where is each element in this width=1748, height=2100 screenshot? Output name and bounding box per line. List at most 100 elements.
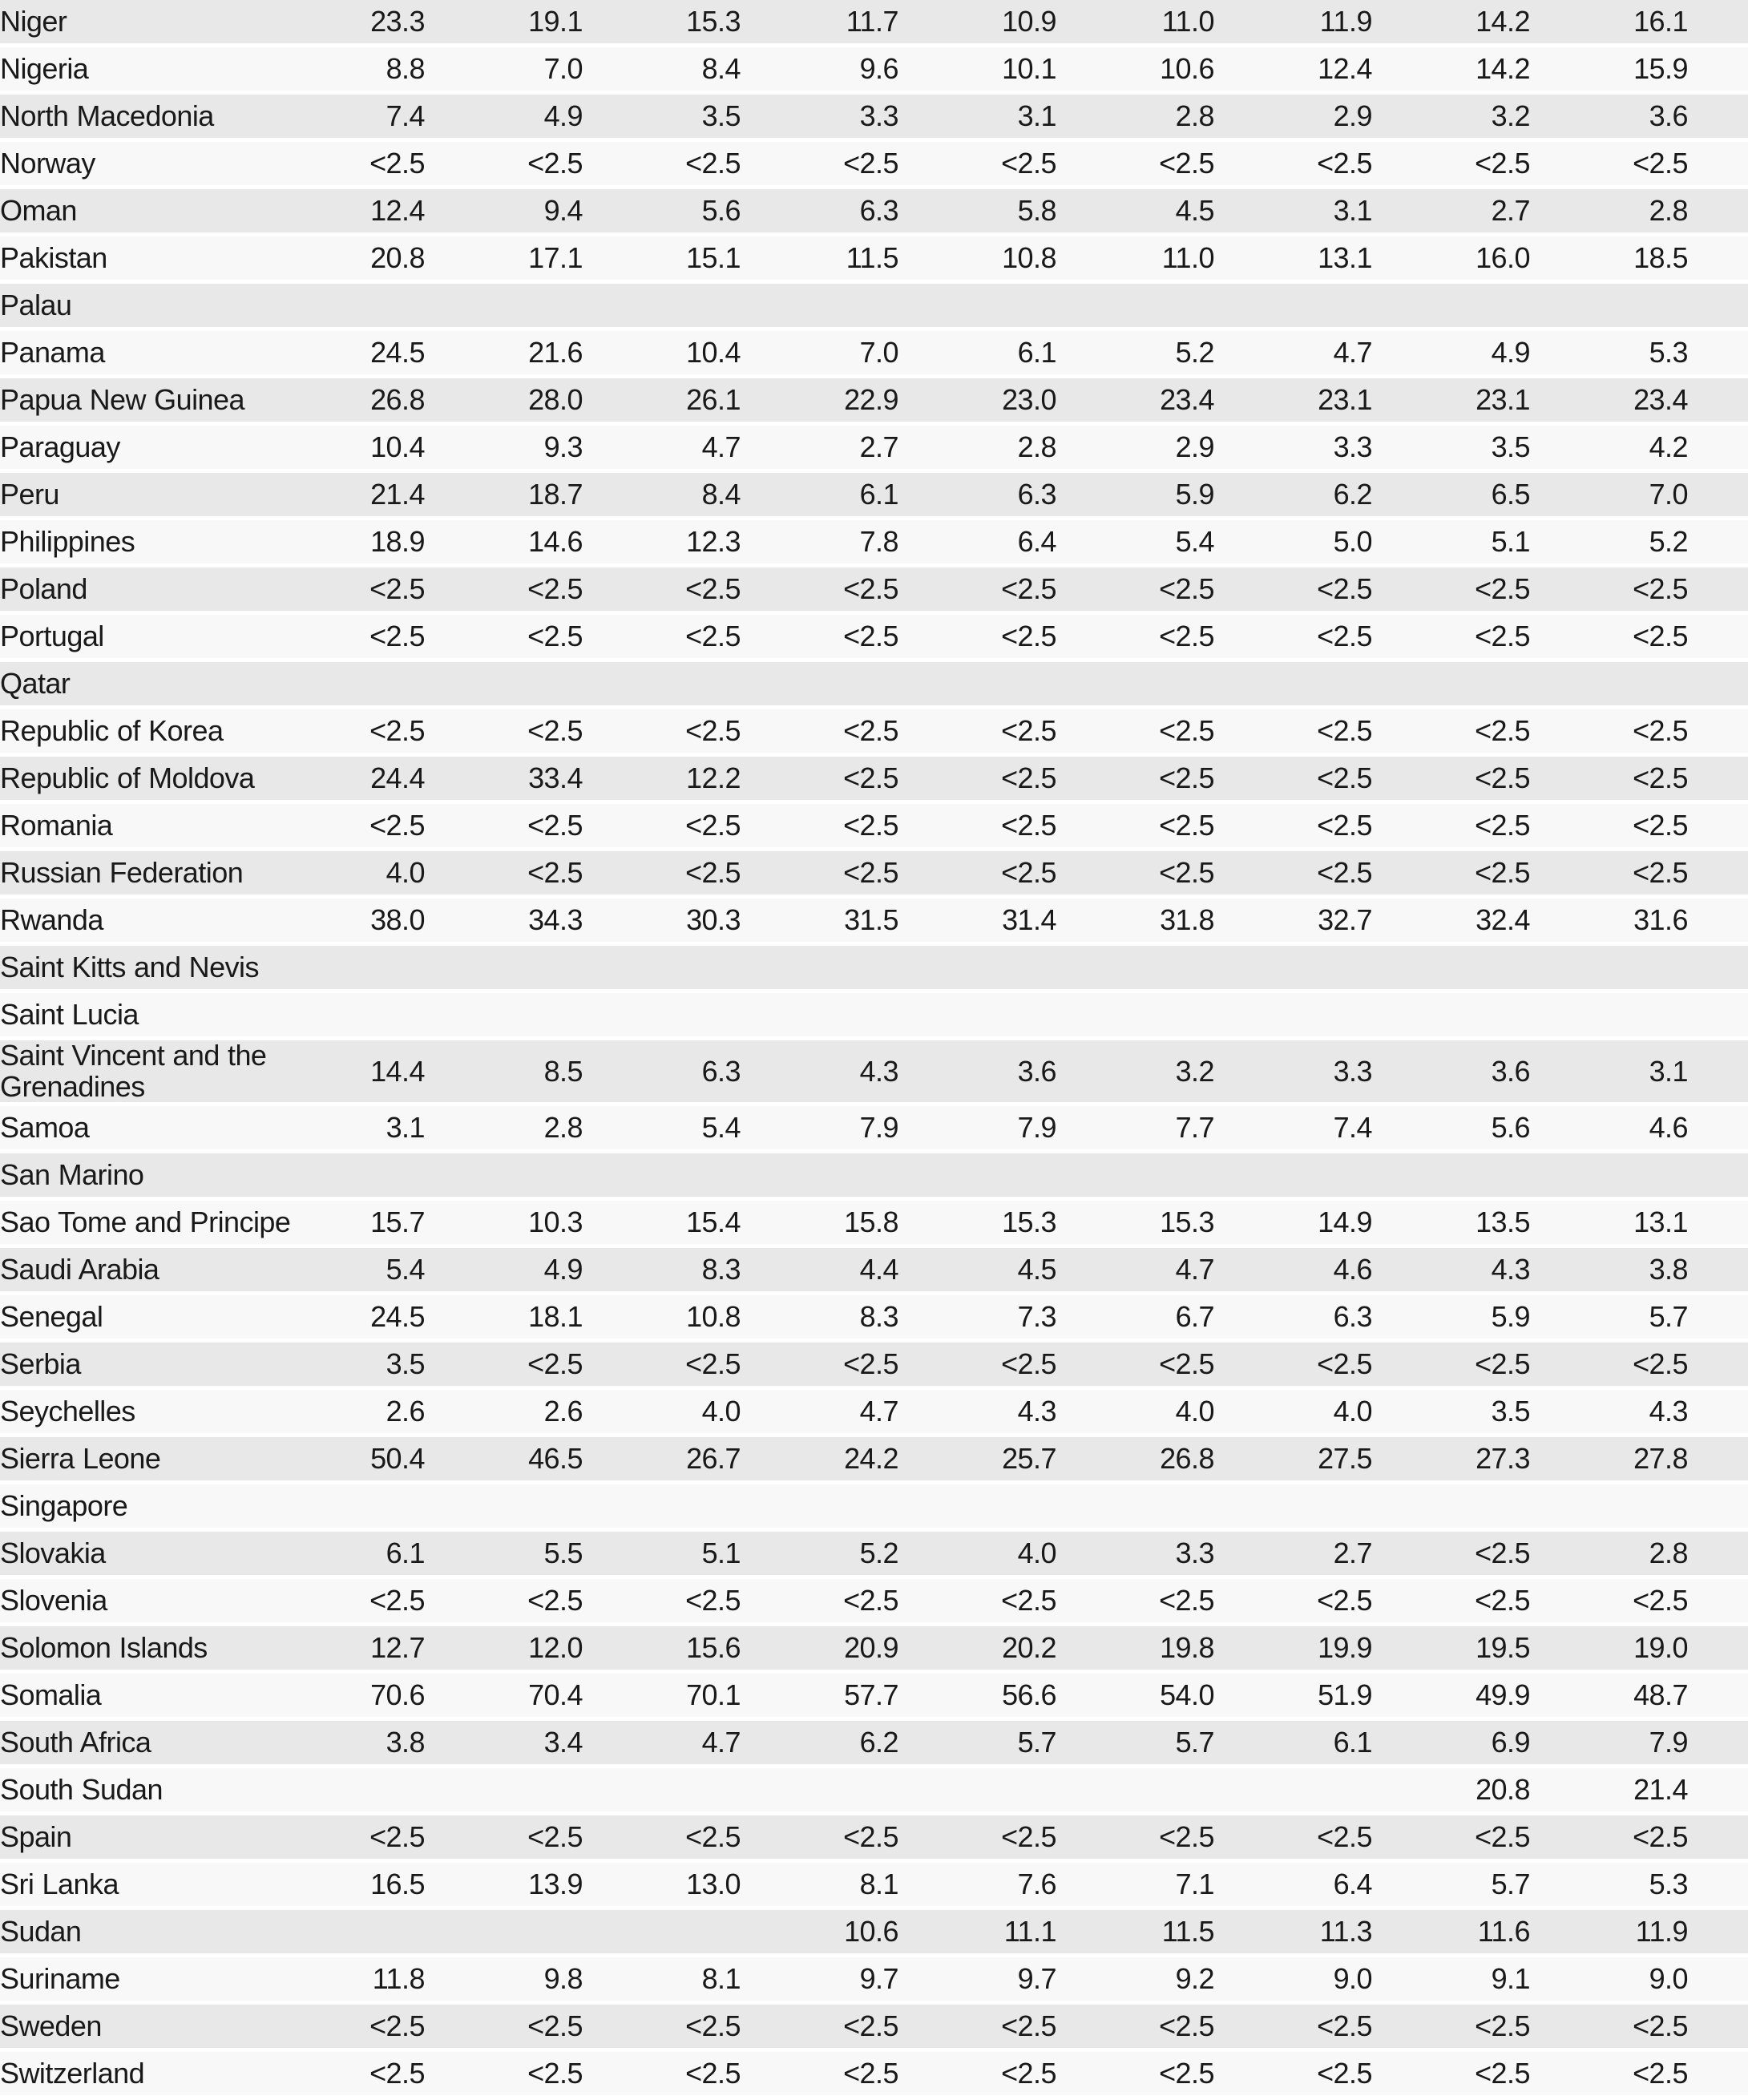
value-cell: <2.5: [741, 567, 899, 615]
value-cell: <2.5: [1530, 2052, 1748, 2100]
value-cell: [741, 284, 898, 331]
value-cell: 4.9: [425, 1248, 583, 1296]
value-cell: 6.7: [1056, 1295, 1215, 1343]
value-cell: 7.8: [741, 520, 899, 567]
value-cell: 5.9: [1056, 473, 1215, 520]
value-cell: [1214, 284, 1372, 331]
value-cell: [898, 1768, 1056, 1816]
value-cell: 6.3: [741, 189, 899, 236]
value-cell: [1214, 993, 1372, 1040]
value-cell: 28.0: [425, 378, 583, 426]
value-cell: <2.5: [1530, 1343, 1748, 1391]
value-cell: <2.5: [583, 851, 741, 899]
table-row: Russian Federation 4.0 <2.5 <2.5 <2.5 <2.5 <2.…: [0, 851, 1748, 899]
value-cell: 2.8: [898, 426, 1057, 473]
value-cell: 4.3: [741, 1040, 899, 1107]
value-cell: 31.5: [741, 899, 899, 946]
value-cell: 14.9: [1214, 1201, 1373, 1249]
country-cell: Portugal: [0, 615, 337, 662]
value-cell: 23.4: [1530, 378, 1748, 426]
value-cell: 10.4: [337, 426, 426, 473]
value-cell: 4.3: [1530, 1390, 1748, 1438]
country-cell: Samoa: [0, 1106, 337, 1154]
value-cell: [337, 993, 425, 1040]
value-cell: 6.1: [1214, 1721, 1373, 1769]
value-cell: 5.0: [1214, 520, 1373, 567]
value-cell: 9.6: [741, 47, 899, 95]
value-cell: 5.4: [337, 1248, 426, 1296]
value-cell: [1530, 993, 1748, 1040]
table-row: Portugal <2.5 <2.5 <2.5 <2.5 <2.5 <2.5 <2.5 <2.5…: [0, 615, 1748, 662]
value-cell: 18.1: [425, 1295, 583, 1343]
value-cell: 9.0: [1214, 1957, 1373, 2005]
value-cell: <2.5: [898, 142, 1057, 189]
country-cell: San Marino: [0, 1153, 337, 1201]
value-cell: 19.0: [1530, 1626, 1748, 1674]
value-cell: [1056, 1484, 1214, 1533]
table-row: North Macedonia 7.4 4.9 3.5 3.3 3.1 2.8 2.9 3.2 3…: [0, 95, 1748, 142]
value-cell: <2.5: [583, 2005, 741, 2053]
value-cell: <2.5: [425, 567, 583, 615]
value-cell: 4.5: [1056, 189, 1215, 236]
value-cell: 18.9: [337, 520, 426, 567]
value-cell: 10.6: [741, 1910, 899, 1958]
value-cell: [425, 1153, 583, 1201]
value-cell: 2.6: [337, 1390, 426, 1438]
country-cell: South Africa: [0, 1721, 337, 1769]
value-cell: 8.4: [583, 473, 741, 520]
value-cell: [337, 1153, 425, 1201]
value-cell: 32.4: [1372, 899, 1531, 946]
value-cell: 46.5: [425, 1437, 583, 1485]
value-cell: 2.8: [1530, 189, 1748, 236]
value-cell: [425, 1484, 583, 1533]
value-cell: [1056, 1153, 1214, 1201]
value-cell: 2.8: [425, 1106, 583, 1154]
value-cell: <2.5: [898, 709, 1057, 757]
table-row: Sudan 10.6 11.1 11.5 11.3 11.6 11.9: [0, 1910, 1748, 1958]
value-cell: <2.5: [898, 757, 1057, 804]
value-cell: 3.8: [337, 1721, 426, 1769]
country-cell: Pakistan: [0, 236, 337, 284]
value-cell: 3.6: [1372, 1040, 1531, 1107]
country-cell: Republic of Korea: [0, 709, 337, 757]
value-cell: <2.5: [1056, 804, 1215, 851]
country-cell: Philippines: [0, 520, 337, 567]
value-cell: <2.5: [583, 142, 741, 189]
value-cell: 5.2: [1056, 331, 1215, 378]
value-cell: 15.8: [741, 1201, 899, 1249]
value-cell: 9.2: [1056, 1957, 1215, 2005]
value-cell: 4.2: [1530, 426, 1748, 473]
value-cell: 7.0: [425, 47, 583, 95]
value-cell: <2.5: [741, 1343, 899, 1391]
value-cell: 54.0: [1056, 1674, 1215, 1722]
value-cell: <2.5: [425, 804, 583, 851]
value-cell: <2.5: [1214, 709, 1373, 757]
value-cell: <2.5: [741, 757, 899, 804]
value-cell: <2.5: [1372, 851, 1531, 899]
value-cell: [1372, 946, 1530, 993]
table-row: Qatar: [0, 662, 1748, 709]
table-row: Sri Lanka 16.5 13.9 13.0 8.1 7.6 7.1 6.4 5.7 5.3: [0, 1863, 1748, 1911]
country-cell: Slovakia: [0, 1532, 337, 1580]
value-cell: 3.2: [1372, 95, 1531, 142]
value-cell: 2.6: [425, 1390, 583, 1438]
value-cell: [741, 662, 898, 709]
value-cell: 15.3: [583, 0, 741, 47]
value-cell: 19.9: [1214, 1626, 1373, 1674]
value-cell: <2.5: [1056, 1579, 1215, 1627]
value-cell: 12.4: [1214, 47, 1373, 95]
country-cell: South Sudan: [0, 1768, 337, 1816]
country-cell: Saint Kitts and Nevis: [0, 946, 337, 993]
value-cell: 26.7: [583, 1437, 741, 1485]
country-cell: Qatar: [0, 662, 337, 709]
value-cell: 9.0: [1530, 1957, 1748, 2005]
value-cell: 8.3: [583, 1248, 741, 1296]
value-cell: 2.7: [1372, 189, 1531, 236]
value-cell: 5.4: [583, 1106, 741, 1154]
value-cell: 11.7: [741, 0, 899, 47]
value-cell: <2.5: [1214, 804, 1373, 851]
value-cell: 21.6: [425, 331, 583, 378]
value-cell: [337, 1484, 425, 1533]
value-cell: 20.9: [741, 1626, 899, 1674]
value-cell: 3.3: [741, 95, 899, 142]
